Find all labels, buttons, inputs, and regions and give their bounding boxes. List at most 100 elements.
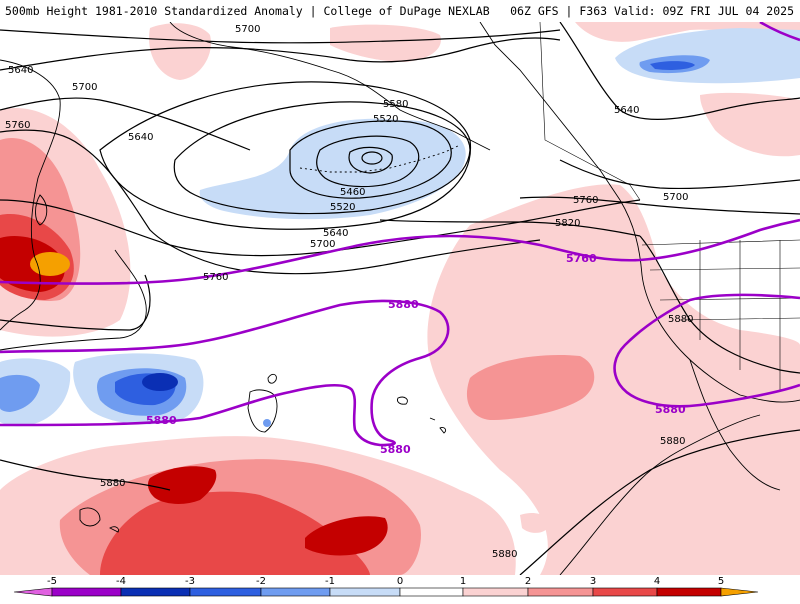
- contour-5520-inner: [316, 135, 420, 188]
- purple-contours: [0, 22, 800, 447]
- colorbar-segment: [462, 587, 529, 597]
- island: [247, 389, 278, 433]
- hawaii-islands: [397, 396, 447, 434]
- contour-5460: [348, 146, 393, 174]
- positive-anomaly-region: [100, 491, 370, 575]
- contour-label: 5640: [323, 228, 348, 239]
- contour-5760-left: [0, 129, 541, 275]
- contour-label: 5880: [668, 314, 693, 325]
- colorbar-tick-label: 0: [397, 576, 403, 587]
- purple-contour-5880-north: [759, 22, 800, 42]
- contour-label: 5700: [310, 239, 335, 250]
- contour-label: 5880: [660, 436, 685, 447]
- contour-label: 5700: [72, 82, 97, 93]
- contour-5640-top: [0, 37, 561, 71]
- coastline-alaska: [169, 22, 491, 151]
- anomaly-map: 5700 5640 5700 5760 5640 5580 5520 5460 …: [0, 22, 800, 575]
- contour-label: 5760: [5, 120, 30, 131]
- negative-anomaly-region: [263, 419, 271, 427]
- negative-anomaly-region: [0, 374, 40, 412]
- colorbar-arrow-high: [720, 587, 759, 597]
- contour-label: 5580: [383, 99, 408, 110]
- contour-label: 5640: [614, 105, 639, 116]
- colorbar-segment: [329, 587, 401, 597]
- coastline-baja: [689, 359, 781, 491]
- canada-border: [539, 22, 641, 201]
- contour-5760-east: [519, 196, 800, 215]
- colorbar-tick-label: -4: [116, 576, 126, 587]
- colorbar-tick-label: 4: [654, 576, 660, 587]
- contour-label: 5880: [100, 478, 125, 489]
- positive-anomaly-region: [520, 513, 550, 533]
- colorbar-segment: [260, 587, 331, 597]
- contour-5640-mid: [99, 81, 472, 230]
- island: [79, 507, 119, 533]
- island: [267, 373, 277, 384]
- anomaly-fill-layer: [0, 22, 800, 575]
- extreme-positive-region: [30, 252, 70, 276]
- contour-5580: [173, 101, 471, 215]
- purple-contour-label: 5880: [380, 443, 411, 456]
- colorbar-tick-label: 1: [460, 576, 466, 587]
- colorbar-segment: [399, 587, 464, 597]
- colorbar-segment: [527, 587, 594, 597]
- colorbar-segment: [120, 587, 191, 597]
- colorbar-segment: [51, 587, 122, 597]
- contour-5760-west-loop: [0, 274, 151, 331]
- aleutian-chain: [299, 144, 461, 173]
- contour-5700-east: [559, 159, 800, 190]
- positive-anomaly-region: [466, 354, 595, 420]
- coastline-alaska: [479, 22, 621, 201]
- contour-5880-east: [639, 235, 800, 374]
- positive-anomaly-region: [575, 22, 800, 42]
- contour-5820: [379, 219, 641, 237]
- positive-anomaly-region: [700, 92, 800, 157]
- negative-anomaly-region: [650, 61, 695, 70]
- contour-label: 5760: [203, 272, 228, 283]
- contour-label: 5640: [8, 65, 33, 76]
- positive-anomaly-region: [330, 24, 441, 62]
- coastline-asia: [0, 249, 147, 351]
- colorbar-segment: [592, 587, 658, 597]
- colorbar-tick-label: -1: [325, 576, 335, 587]
- contour-5400: [361, 151, 383, 165]
- colorbar-segment: [656, 587, 722, 597]
- contour-5640-east: [559, 22, 800, 121]
- colorbar-tick-label: -3: [185, 576, 195, 587]
- contour-label: 5700: [663, 192, 688, 203]
- coastline-mexico: [559, 414, 761, 575]
- contour-label: 5880: [492, 549, 517, 560]
- contour-5880-west: [0, 459, 171, 491]
- negative-anomaly-region: [199, 118, 466, 220]
- strong-positive-region: [305, 516, 388, 556]
- colorbar-segment: [189, 587, 262, 597]
- colorbar-tick-label: 3: [590, 576, 596, 587]
- contour-label: 5460: [340, 187, 365, 198]
- contour-label: 5820: [555, 218, 580, 229]
- model-valid-time: 06Z GFS | F363 Valid: 09Z FRI JUL 04 202…: [510, 4, 794, 18]
- contour-label-layer: 5700 5640 5700 5760 5640 5580 5520 5460 …: [5, 24, 693, 560]
- colorbar-tick-label: -5: [47, 576, 57, 587]
- contour-label: 5640: [128, 132, 153, 143]
- contour-label: 5760: [573, 195, 598, 206]
- colorbar-segments: [13, 587, 759, 597]
- coastline-asia: [0, 59, 61, 331]
- contour-label: 5700: [235, 24, 260, 35]
- coastline-layer: [0, 22, 800, 575]
- colorbar-tick-label: -2: [256, 576, 266, 587]
- contour-label: 5520: [330, 202, 355, 213]
- purple-contour-5880-west: [0, 299, 450, 447]
- contour-5700-top: [0, 29, 561, 44]
- height-contours: [0, 22, 800, 575]
- strong-positive-region: [147, 466, 217, 504]
- contour-label: 5520: [373, 114, 398, 125]
- positive-anomaly-region: [427, 184, 800, 575]
- purple-contour-5880-east: [613, 293, 800, 408]
- positive-anomaly-region: [149, 23, 211, 80]
- colorbar-tick-label: 2: [525, 576, 531, 587]
- contour-5520-outer: [289, 120, 452, 199]
- colorbar-arrow-low: [13, 587, 53, 597]
- colorbar-tick-label: 5: [718, 576, 724, 587]
- purple-contour-label: 5880: [388, 298, 419, 311]
- contour-5700-left: [0, 97, 251, 151]
